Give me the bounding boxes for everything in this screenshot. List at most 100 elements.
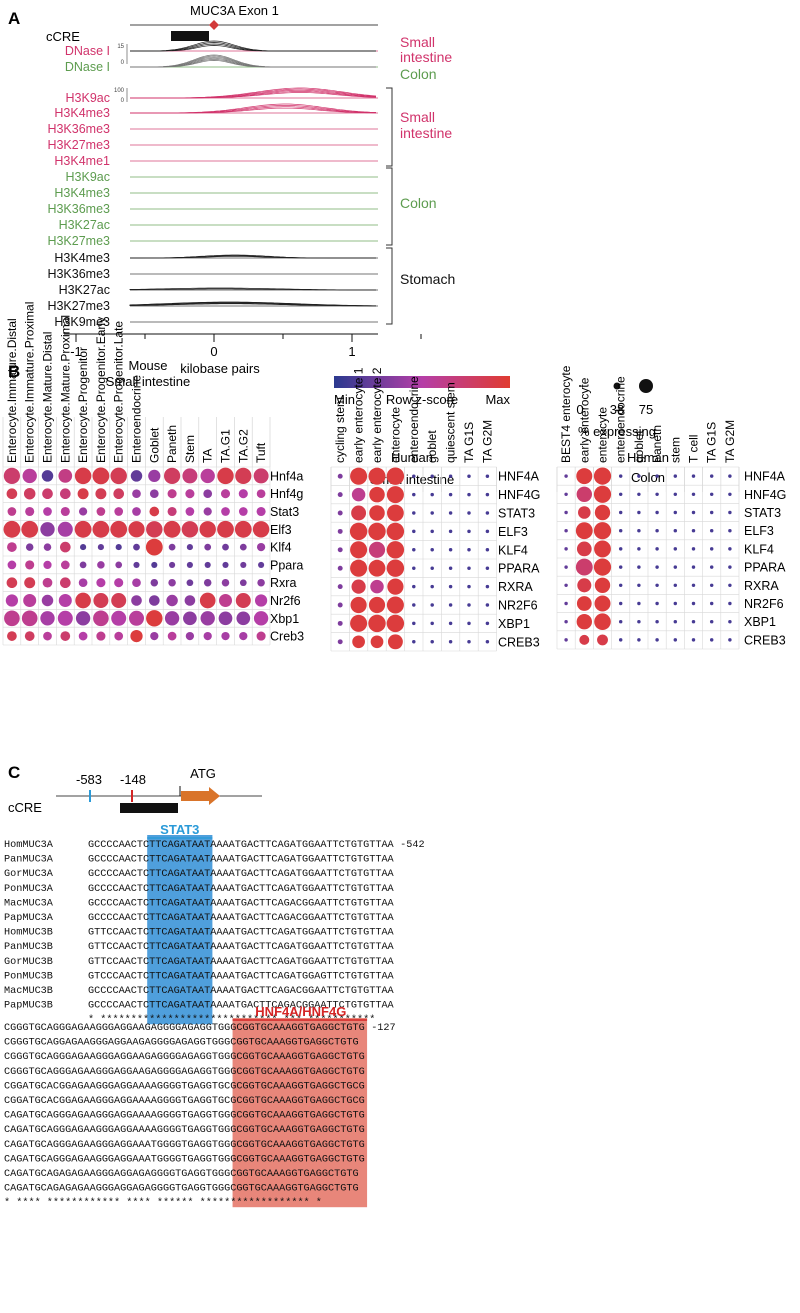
expression-dot <box>387 634 403 650</box>
expression-dot <box>412 474 416 478</box>
expression-dot <box>709 638 714 642</box>
expression-dot <box>618 619 623 624</box>
expression-dot <box>637 510 641 515</box>
expression-dot <box>166 594 178 607</box>
expression-dot <box>386 467 405 485</box>
expression-dot <box>673 601 678 606</box>
sequence-row: GCCCCAACTCTTCAGATAATAAAATGACTTCAGACGGAAT… <box>88 1001 395 1012</box>
expression-dot <box>337 473 343 479</box>
expression-dot <box>234 520 252 538</box>
expression-dot <box>40 522 55 537</box>
expression-dot <box>691 510 696 515</box>
expression-dot <box>673 492 678 497</box>
expression-dot <box>655 474 659 478</box>
expression-dot <box>618 638 623 642</box>
expression-dot <box>77 488 89 500</box>
expression-dot <box>576 468 593 485</box>
expression-dot <box>485 621 490 626</box>
expression-dot <box>43 631 52 641</box>
expression-dot <box>467 640 471 644</box>
expression-dot <box>25 506 35 517</box>
human-si-title-1: Human <box>391 450 433 465</box>
track-label: H3K27ac <box>59 283 110 297</box>
expression-dot <box>412 640 416 644</box>
column-label: BEST4 enterocyte <box>559 365 573 463</box>
expression-dot <box>728 492 732 497</box>
hnf4-label: HNF4A/HNF4G <box>255 1004 346 1019</box>
expression-dot <box>673 638 678 642</box>
expression-dot <box>93 610 109 627</box>
species-name: MacMUC3A <box>4 898 54 909</box>
expression-dot <box>485 640 490 644</box>
expression-dot <box>163 467 181 485</box>
panel-b: B Mouse Small intestine Min Row z-score … <box>2 302 786 652</box>
expression-dot <box>350 467 368 485</box>
sequence-row: CAGATGCAGAGAGAAGGGAGGAGAGGGGTGAGGTGGGCGG… <box>4 1169 359 1180</box>
expression-dot <box>673 565 678 569</box>
h3k9ac-si-signal <box>130 87 377 99</box>
expression-dot <box>40 611 55 626</box>
species-name: GorMUC3B <box>4 957 53 968</box>
expression-dot <box>186 561 193 568</box>
expression-dot <box>709 601 714 606</box>
species-name: HomMUC3B <box>4 928 53 939</box>
size-legend-dot <box>579 385 581 387</box>
expression-dot <box>368 467 386 485</box>
expression-dot <box>709 474 714 478</box>
track-label: DNase I <box>65 44 110 58</box>
expression-dot <box>430 621 434 626</box>
expression-dot <box>564 565 568 569</box>
size-legend-dot <box>639 379 653 393</box>
column-label: TA G2M <box>480 420 494 463</box>
expression-dot <box>200 611 215 626</box>
expression-dot <box>58 469 73 483</box>
expression-dot <box>412 621 416 626</box>
expression-dot <box>337 565 343 571</box>
gene-label: RXRA <box>498 580 533 594</box>
column-label: Enterocyte.Mature.Proximal <box>58 315 72 463</box>
column-label: Paneth <box>650 425 664 463</box>
expression-dot <box>637 601 641 606</box>
expression-dot <box>485 511 490 515</box>
expression-dot <box>184 595 196 606</box>
expression-dot <box>386 559 405 577</box>
expression-dot <box>728 601 732 606</box>
expression-dot <box>448 640 453 644</box>
expression-dot <box>709 492 714 497</box>
expression-dot <box>412 603 416 607</box>
expression-dot <box>369 505 385 521</box>
expression-dot <box>368 596 386 614</box>
expression-dot <box>25 543 34 551</box>
gene-label: STAT3 <box>744 506 781 520</box>
expression-dot <box>337 510 343 516</box>
exon-label: MUC3A Exon 1 <box>190 3 279 18</box>
panel-c-label: C <box>8 763 20 782</box>
expression-dot <box>167 489 177 499</box>
expression-dot <box>673 474 678 478</box>
expression-dot <box>597 634 608 646</box>
stat3-label: STAT3 <box>160 822 199 837</box>
expression-dot <box>58 593 72 608</box>
expression-dot <box>637 583 641 588</box>
sequence-row: GCCCCAACTCTTCAGATAATAAAATGACTTCAGATGGAAT… <box>88 855 395 866</box>
expression-dot <box>386 541 405 559</box>
expression-dot <box>148 469 161 483</box>
gene-label: KLF4 <box>744 542 774 556</box>
column-label: cycling stem <box>333 397 347 463</box>
expression-dot <box>133 561 140 568</box>
expression-dot <box>448 584 453 589</box>
gene-label: CREB3 <box>498 635 540 649</box>
expression-dot <box>709 619 714 624</box>
expression-dot <box>593 467 612 485</box>
expression-dot <box>728 474 732 478</box>
pos-148: -148 <box>120 772 146 787</box>
size-legend: 0 38 75 <box>576 379 653 417</box>
column-label: Enterocyte.Immature.Proximal <box>23 302 37 463</box>
expression-dot <box>430 640 434 644</box>
column-label: enterocyte <box>596 407 610 463</box>
expression-dot <box>337 584 343 590</box>
expression-dot <box>637 547 641 551</box>
expression-dot <box>368 559 386 577</box>
expression-dot <box>594 577 611 593</box>
expression-dot <box>204 543 212 551</box>
